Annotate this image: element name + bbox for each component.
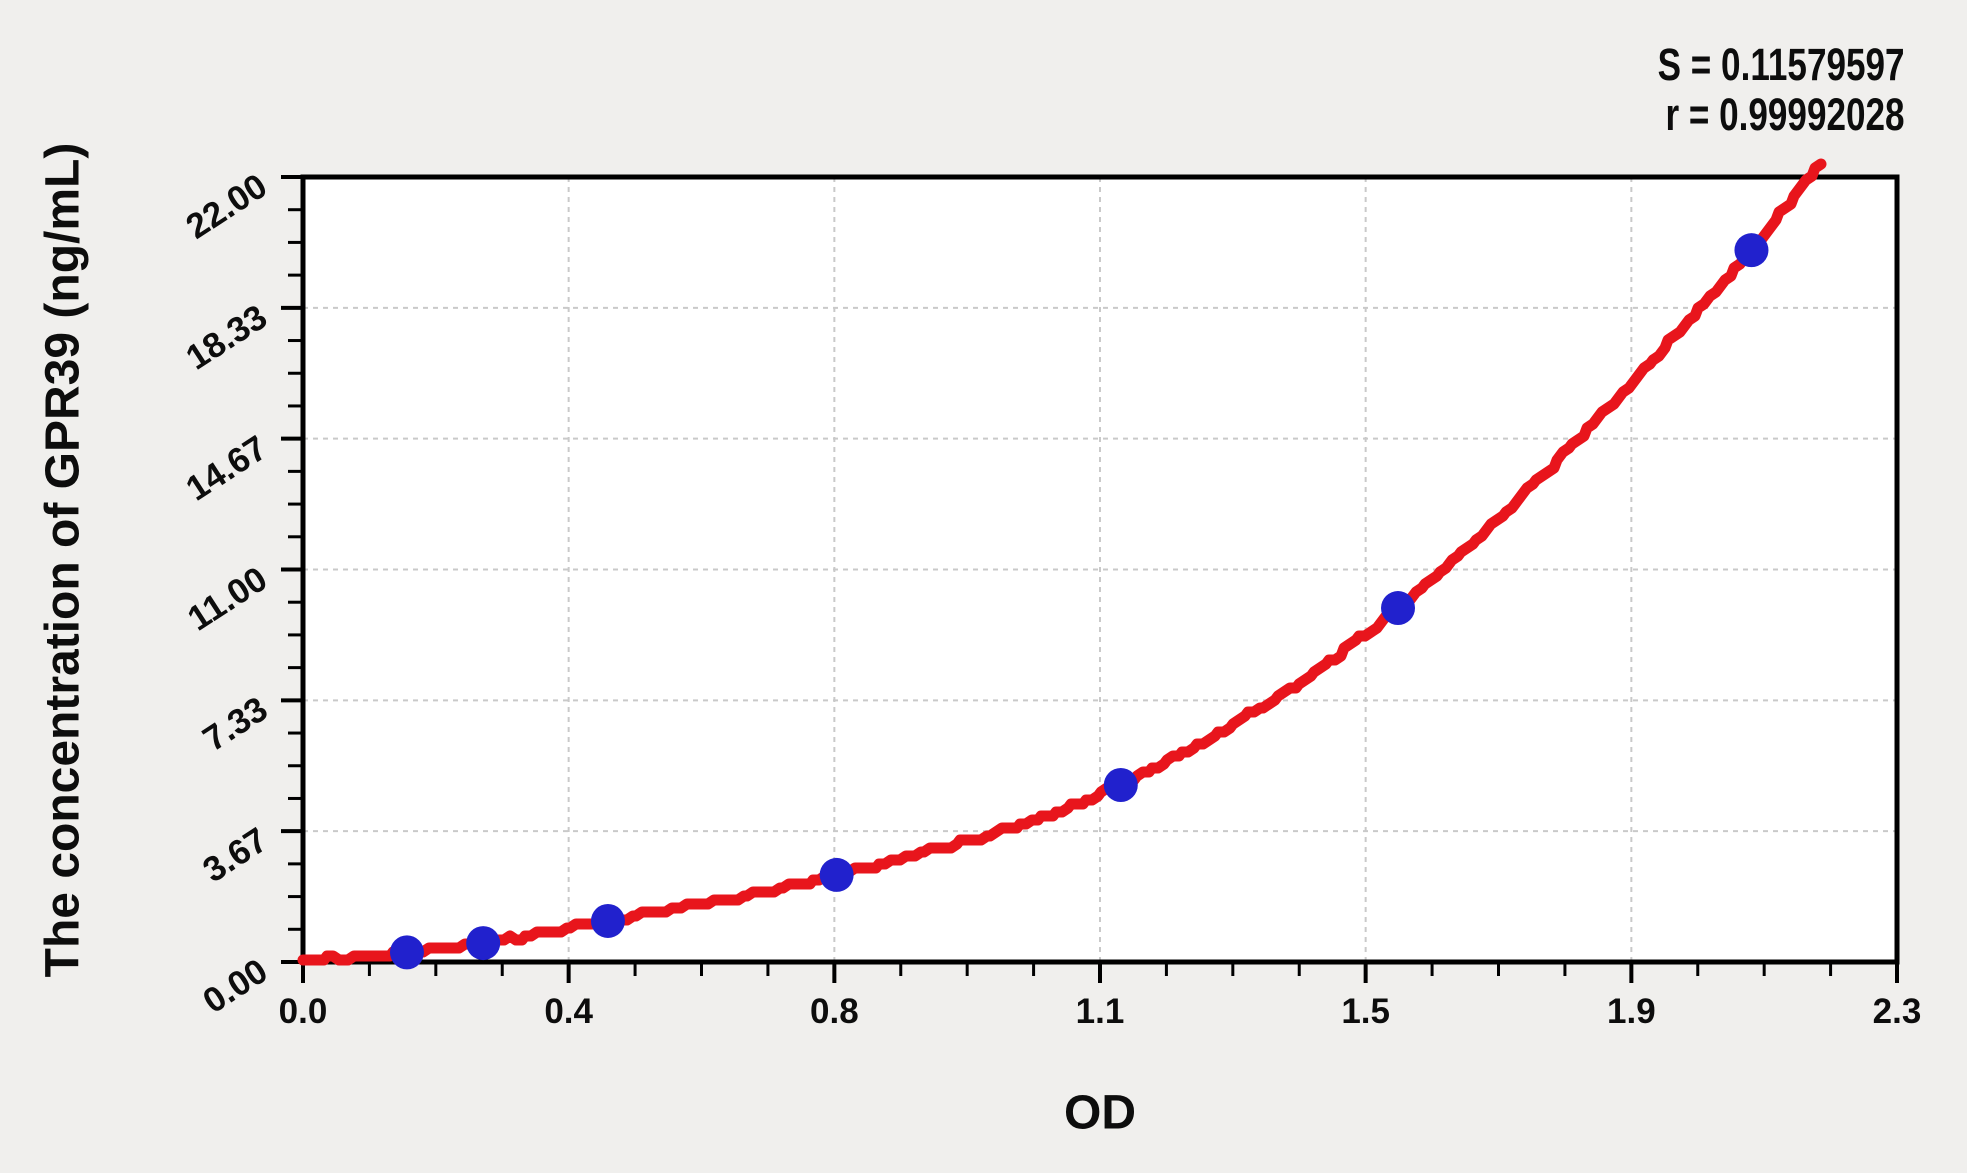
x-tick-label: 1.5 (1341, 992, 1390, 1031)
data-points (389, 233, 1769, 970)
data-point (819, 857, 854, 892)
axis-ticks (281, 175, 1899, 983)
stat-s-value: S = 0.11579597 (1658, 39, 1905, 90)
x-tick-label: 0.4 (544, 992, 593, 1031)
fit-statistics: S = 0.11579597 r = 0.99992028 (1658, 40, 1905, 140)
stat-r-value: r = 0.99992028 (1665, 89, 1905, 140)
fitted-curve (297, 158, 1827, 966)
x-tick-label: 2.3 (1872, 992, 1922, 1031)
data-point (1734, 233, 1769, 268)
x-tick-label: 1.9 (1607, 992, 1656, 1031)
plot-border (300, 174, 1900, 965)
data-point (1103, 768, 1138, 803)
data-point (389, 935, 424, 970)
data-point (590, 903, 625, 938)
data-point (1381, 591, 1416, 626)
x-tick-label: 0.0 (278, 992, 328, 1031)
x-axis-title: OD (1064, 1086, 1136, 1140)
data-point (466, 926, 501, 961)
gridlines (303, 177, 1897, 962)
x-tick-label: 0.8 (810, 992, 859, 1031)
x-tick-label: 1.1 (1075, 992, 1125, 1031)
y-axis-title: The concentration of GPR39 (ng/mL) (36, 142, 90, 978)
